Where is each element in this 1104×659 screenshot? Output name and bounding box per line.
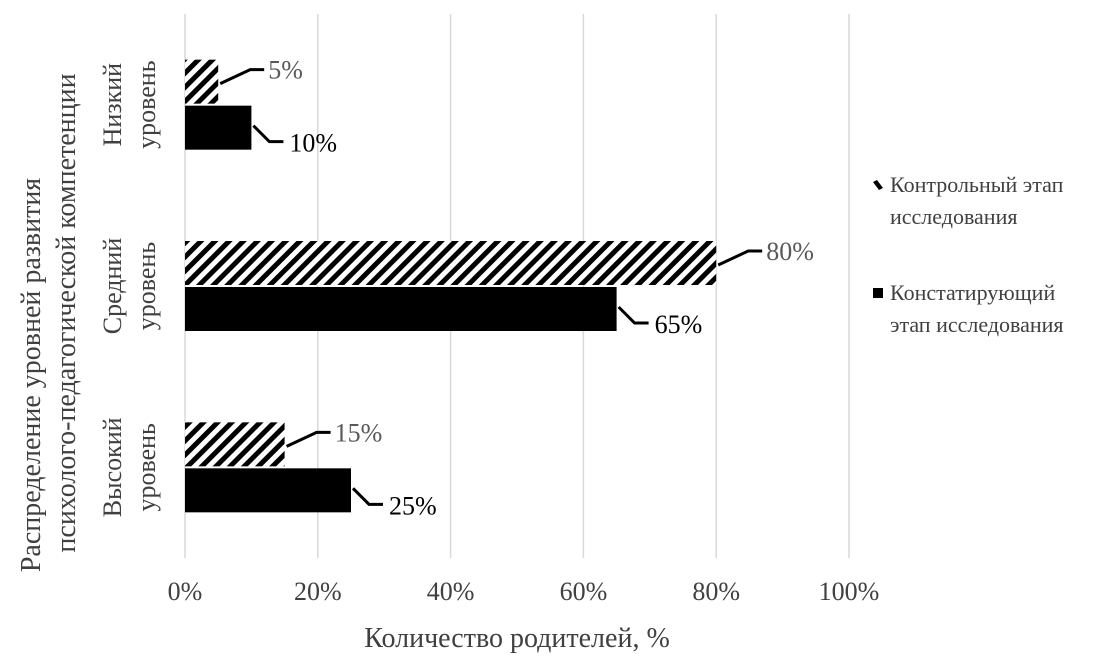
x-tick-label: 0% — [168, 577, 203, 606]
bars — [185, 59, 717, 513]
legend-label-line-2: исследования — [890, 204, 1017, 229]
data-labels: 5% 10% 80% 65% 15% 25% — [268, 56, 814, 521]
x-tick-label: 20% — [294, 577, 342, 606]
category-label-line-2: уровень — [132, 60, 161, 149]
x-tick-label: 40% — [427, 577, 475, 606]
leader-line — [252, 124, 284, 144]
leader-line — [285, 430, 331, 448]
legend-label-line-1: Контрольный этап — [890, 172, 1064, 197]
bar — [185, 422, 285, 467]
leader-lines — [219, 68, 763, 506]
bar — [185, 468, 351, 513]
x-tick-label: 60% — [560, 577, 608, 606]
data-label: 5% — [268, 56, 303, 85]
category-label-line-2: уровень — [132, 423, 161, 512]
category-label-line-1: Средний — [98, 238, 127, 335]
data-label: 15% — [335, 418, 383, 447]
x-tick-labels: 0% 20% 40% 60% 80% 100% — [168, 577, 880, 606]
category-label-line-1: Высокий — [98, 417, 127, 517]
x-tick-label: 80% — [692, 577, 740, 606]
data-label: 25% — [389, 491, 437, 520]
legend-swatch — [873, 180, 883, 190]
legend-swatch — [873, 288, 883, 298]
category-label-line-1: Низкий — [98, 63, 127, 147]
bar — [185, 105, 252, 150]
bar — [185, 59, 219, 104]
bar — [185, 287, 617, 331]
leader-line — [617, 305, 649, 325]
leader-line — [351, 487, 383, 506]
bar — [185, 241, 717, 285]
leader-line — [219, 68, 265, 86]
category-label-line-2: уровень — [132, 242, 161, 331]
y-axis-title-line-2: психолого-педагогической компетенции — [51, 73, 82, 552]
leader-line — [717, 249, 763, 267]
gridlines — [184, 14, 850, 558]
data-label: 65% — [655, 310, 703, 339]
x-axis-title: Количество родителей, % — [364, 623, 670, 654]
data-label: 80% — [766, 237, 814, 266]
y-axis-title-line-1: Распределение уровней развития — [16, 178, 47, 572]
x-tick-label: 100% — [819, 577, 880, 606]
legend: Контрольный этап исследования Констатирующ… — [873, 172, 1064, 337]
legend-label-line-2: этап исследования — [890, 312, 1064, 337]
data-label: 10% — [289, 129, 337, 158]
axis-titles: Количество родителей, % Распределение ур… — [16, 73, 670, 654]
legend-label-line-1: Констатирующий — [890, 280, 1055, 305]
